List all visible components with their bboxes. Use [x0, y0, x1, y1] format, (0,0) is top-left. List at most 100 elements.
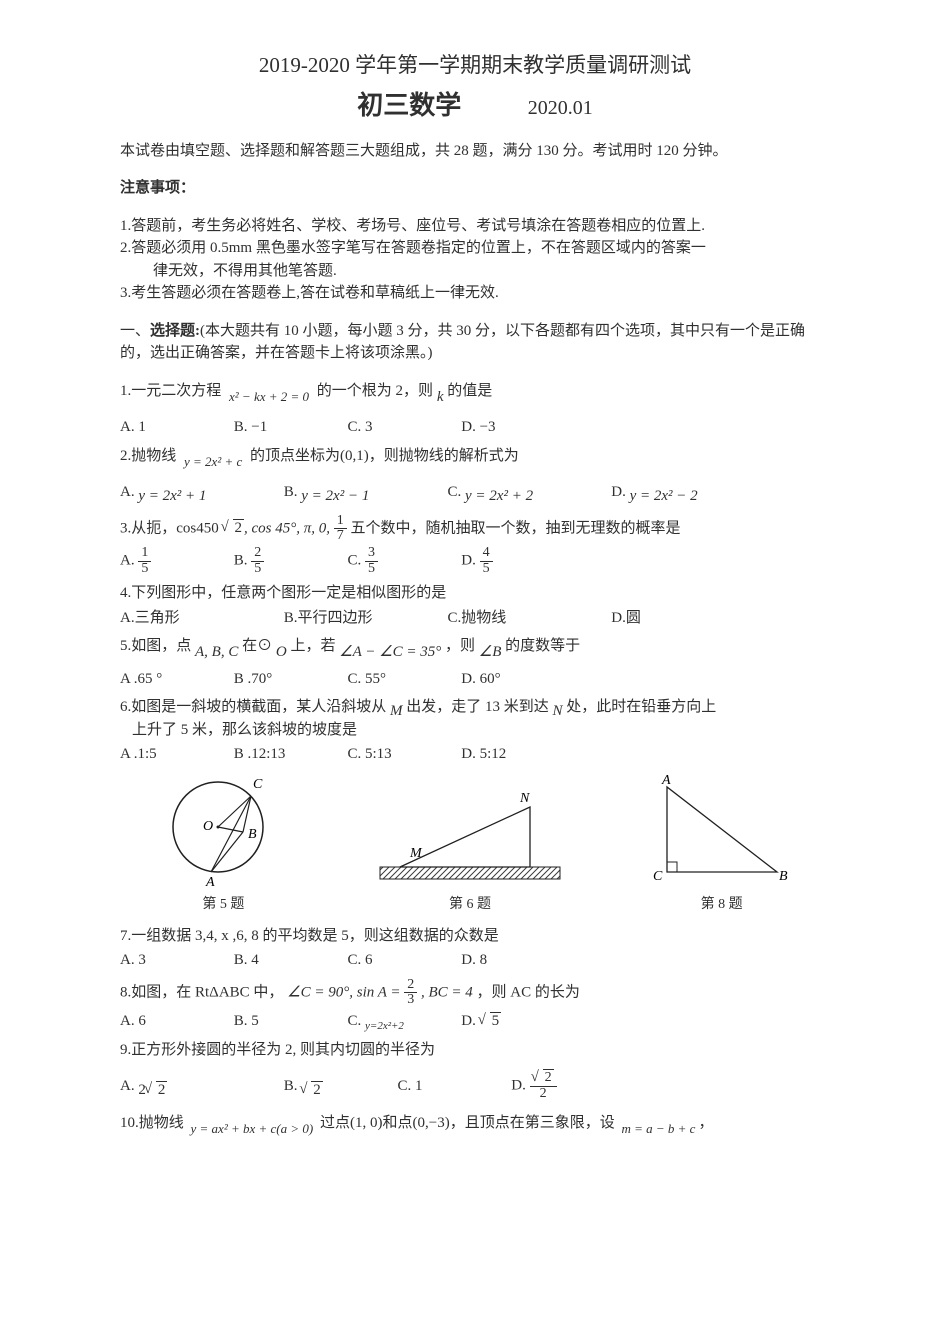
q6-stem2: 上升了 5 米，那么该斜坡的坡度是 — [132, 719, 830, 742]
q8-choices: A. 6 B. 5 C. y=2x²+2 D. 5 — [120, 1010, 830, 1033]
q8-ob: B. 5 — [234, 1010, 344, 1033]
q4-a: A.三角形 — [120, 607, 280, 630]
q8-fn: 2 — [404, 978, 417, 994]
q3-frac: 17 — [334, 514, 347, 544]
q3-stem: 3.从扼，cos450 2, cos 45°, π, 0, 17 五个数中，随机… — [120, 514, 830, 544]
q9-stem: 9.正方形外接圆的半径为 2, 则其内切圆的半径为 — [120, 1039, 830, 1062]
q4-b: B.平行四边形 — [284, 607, 444, 630]
q2-c-eq: y = 2x² + 2 — [465, 488, 533, 504]
q10-a: 10.抛物线 — [120, 1115, 184, 1131]
q3-c-n: 3 — [365, 546, 378, 562]
q3-frac-n: 1 — [334, 514, 347, 530]
figure-q5: C O B A 第 5 题 — [153, 772, 293, 915]
q4-stem: 4.下列图形中，任意两个图形一定是相似图形的是 — [120, 582, 830, 605]
q9-oc: C. 1 — [398, 1075, 508, 1098]
q3-d-d: 5 — [480, 562, 493, 577]
q8-a: 8.如图，在 RtΔABC 中， — [120, 984, 283, 1000]
q3-opt-c: C. 35 — [348, 546, 458, 576]
q5-ob: B .70° — [234, 668, 344, 691]
q5-od: D. 60° — [461, 668, 571, 691]
q8-b: ，则 AC 的长为 — [477, 984, 580, 1000]
q1-a: 1.一元二次方程 — [120, 383, 221, 399]
q5-oc: C. 55° — [348, 668, 458, 691]
q8-c-eq: y=2x²+2 — [365, 1020, 404, 1032]
q3-frac-d: 7 — [334, 529, 347, 544]
q2-b-eq: y = 2x² − 1 — [301, 488, 369, 504]
q9-b-rad: 2 — [311, 1081, 323, 1098]
q8-cond2: , BC = 4 — [421, 984, 473, 1000]
q4-c: C.抛物线 — [448, 607, 608, 630]
fig5-caption: 第 5 题 — [153, 894, 293, 915]
q1-var: k — [437, 389, 444, 405]
q6-oa: A .1:5 — [120, 743, 230, 766]
svg-text:N: N — [519, 791, 530, 806]
q8-od: D. 5 — [461, 1010, 571, 1033]
q3-d-n: 4 — [480, 546, 493, 562]
q2-eq: y = 2x² + c — [184, 454, 242, 469]
q3-c: 五个数中，随机抽取一个数，抽到无理数的概率是 — [351, 520, 681, 536]
svg-text:B: B — [779, 869, 788, 884]
q9-ob: B. 2 — [284, 1075, 394, 1098]
q3-c-d: 5 — [365, 562, 378, 577]
q1-opt-d: D. −3 — [461, 416, 571, 439]
q8-d-rad: 5 — [490, 1012, 502, 1029]
figure-q6: M N 第 6 题 — [360, 782, 580, 915]
q6-n: N — [553, 703, 563, 719]
q6-choices: A .1:5 B .12:13 C. 5:13 D. 5:12 — [120, 743, 830, 766]
q5-choices: A .65 ° B .70° C. 55° D. 60° — [120, 668, 830, 691]
q9-choices: A. 22 B. 2 C. 1 D. 22 — [120, 1071, 830, 1101]
notice-3: 3.考生答题必须在答题卷上,答在试卷和草稿纸上一律无效. — [120, 282, 830, 305]
q5-oa: A .65 ° — [120, 668, 230, 691]
exam-header-line2: 初三数学 2020.01 — [120, 86, 830, 125]
q6-b: 出发，走了 13 米到达 — [406, 699, 549, 715]
q3-choices: A. 15 B. 25 C. 35 D. 45 — [120, 546, 830, 576]
q10-tail: ， — [698, 1115, 713, 1131]
q8-cond: ∠C = 90°, sin A = — [287, 984, 400, 1000]
slope-diagram-icon: M N — [360, 782, 580, 892]
q7-choices: A. 3 B. 4 C. 6 D. 8 — [120, 949, 830, 972]
q3-b-n: 2 — [251, 546, 264, 562]
q3-b-d: 5 — [251, 562, 264, 577]
q9-d-d: 2 — [530, 1087, 557, 1102]
q6-c: 处，此时在铅垂方向上 — [566, 699, 716, 715]
q5-b: 在⊙ — [242, 638, 272, 654]
svg-text:O: O — [203, 819, 213, 834]
q7-stem: 7.一组数据 3,4, x ,6, 8 的平均数是 5，则这组数据的众数是 — [120, 925, 830, 948]
figure-row: C O B A 第 5 题 M N 第 6 题 A C B 第 — [120, 772, 830, 915]
q7-c: C. 6 — [348, 949, 458, 972]
q3-list: , cos 45°, π, 0, — [244, 520, 330, 536]
svg-text:B: B — [248, 827, 257, 842]
q10-b: 过点(1, 0)和点(0,−3)，且顶点在第三象限，设 — [320, 1115, 615, 1131]
q3-sqrt2: 2 — [223, 517, 245, 540]
section-1-head: 一、选择题:(本大题共有 10 小题，每小题 3 分，共 30 分，以下各题都有… — [120, 320, 830, 365]
q6-a: 6.如图是一斜坡的横截面，某人沿斜坡从 — [120, 699, 386, 715]
q5-d: ，则 — [445, 638, 475, 654]
q4-d: D.圆 — [611, 607, 771, 630]
q7-d: D. 8 — [461, 949, 571, 972]
q9-a-rad: 2 — [156, 1081, 168, 1098]
q3-opt-b: B. 25 — [234, 546, 344, 576]
q2-opt-b: B. y = 2x² − 1 — [284, 481, 444, 504]
notice-2a: 2.答题必须用 0.5mm 黑色墨水签字笔写在答题卷指定的位置上，不在答题区域内… — [120, 237, 830, 260]
q1-opt-a: A. 1 — [120, 416, 230, 439]
notice-1: 1.答题前，考生务必将姓名、学校、考场号、座位号、考试号填涂在答题卷相应的位置上… — [120, 215, 830, 238]
q1-opt-b: B. −1 — [234, 416, 344, 439]
q3-opt-d: D. 45 — [461, 546, 571, 576]
q4-choices: A.三角形 B.平行四边形 C.抛物线 D.圆 — [120, 607, 830, 630]
q10-m: m = a − b + c — [621, 1121, 695, 1136]
q6-stem: 6.如图是一斜坡的横截面，某人沿斜坡从 M 出发，走了 13 米到达 N 处，此… — [120, 696, 830, 719]
svg-text:A: A — [205, 875, 215, 890]
svg-text:C: C — [653, 869, 663, 884]
q8-oa: A. 6 — [120, 1010, 230, 1033]
q2-b: 的顶点坐标为(0,1)，则抛物线的解析式为 — [250, 448, 519, 464]
q5-pts: A, B, C — [195, 644, 238, 660]
q2-stem: 2.抛物线 y = 2x² + c 的顶点坐标为(0,1)，则抛物线的解析式为 — [120, 445, 830, 468]
triangle-diagram-icon: A C B — [647, 772, 797, 892]
fig6-caption: 第 6 题 — [360, 894, 580, 915]
q6-oc: C. 5:13 — [348, 743, 458, 766]
q1-eq: x² − kx + 2 = 0 — [229, 389, 309, 404]
q8-oc: C. y=2x²+2 — [348, 1010, 458, 1033]
q7-a: A. 3 — [120, 949, 230, 972]
svg-text:C: C — [253, 777, 263, 792]
exam-date: 2020.01 — [528, 97, 593, 119]
